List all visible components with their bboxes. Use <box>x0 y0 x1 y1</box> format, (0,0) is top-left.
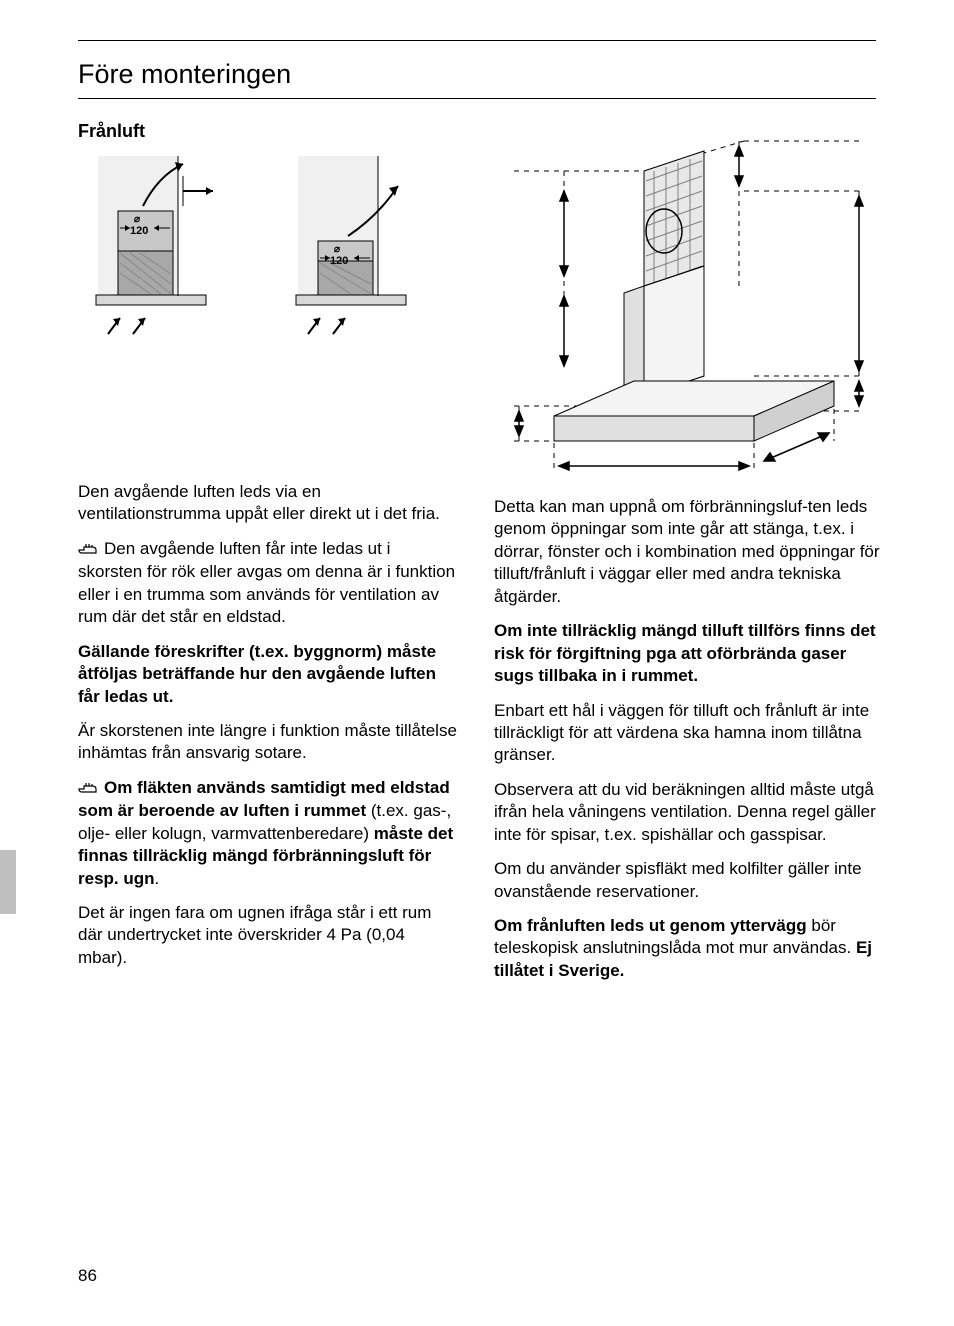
para-bold-span: Om frånluften leds ut genom yttervägg <box>494 916 807 935</box>
para: Det är ingen fara om ugnen ifråga står i… <box>78 902 458 969</box>
para-bold: Om inte tillräcklig mängd tilluft tillfö… <box>494 620 884 687</box>
svg-text:⌀: ⌀ <box>134 214 140 225</box>
figure-hood-3d <box>494 121 884 486</box>
page-tab-marker <box>0 850 16 914</box>
left-body-text: Den avgående luften leds via en ventilat… <box>78 481 458 969</box>
right-body-text: Detta kan man uppnå om förbränningsluf-t… <box>494 496 884 982</box>
para: Om du använder spisfläkt med kolfilter g… <box>494 858 884 903</box>
para: Om fläkten används samtidigt med eldstad… <box>78 777 458 890</box>
figure-spacer <box>78 351 458 481</box>
figure-exhaust-rear: ⌀ 120 <box>278 156 458 341</box>
para: Den avgående luften leds via en ventilat… <box>78 481 458 526</box>
right-column: Detta kan man uppnå om förbränningsluf-t… <box>494 121 884 994</box>
para-bold: Gällande föreskrifter (t.ex. byggnorm) m… <box>78 641 458 708</box>
para-span: . <box>155 869 160 888</box>
para-text: Den avgående luften får inte ledas ut i … <box>78 539 455 626</box>
page-number: 86 <box>78 1266 97 1286</box>
para: Enbart ett hål i väggen för tilluft och … <box>494 700 884 767</box>
page-title: Före monteringen <box>78 59 876 99</box>
figure-exhaust-up: ⌀ 120 <box>78 156 258 341</box>
hand-icon <box>78 539 100 561</box>
section-title: Frånluft <box>78 121 458 142</box>
content-columns: Frånluft <box>78 121 876 994</box>
para: Detta kan man uppnå om förbränningsluf-t… <box>494 496 884 608</box>
hand-icon <box>78 778 100 800</box>
para: Den avgående luften får inte ledas ut i … <box>78 538 458 629</box>
para: Observera att du vid beräkningen alltid … <box>494 779 884 846</box>
para: Om frånluften leds ut genom yttervägg bö… <box>494 915 884 982</box>
figure-dim-1: 120 <box>130 225 148 237</box>
svg-text:⌀: ⌀ <box>334 244 340 255</box>
top-rule <box>78 40 876 41</box>
left-column: Frånluft <box>78 121 458 994</box>
para: Är skorstenen inte längre i funktion mås… <box>78 720 458 765</box>
small-figures-row: ⌀ 120 <box>78 156 458 341</box>
figure-dim-2: 120 <box>330 255 348 267</box>
